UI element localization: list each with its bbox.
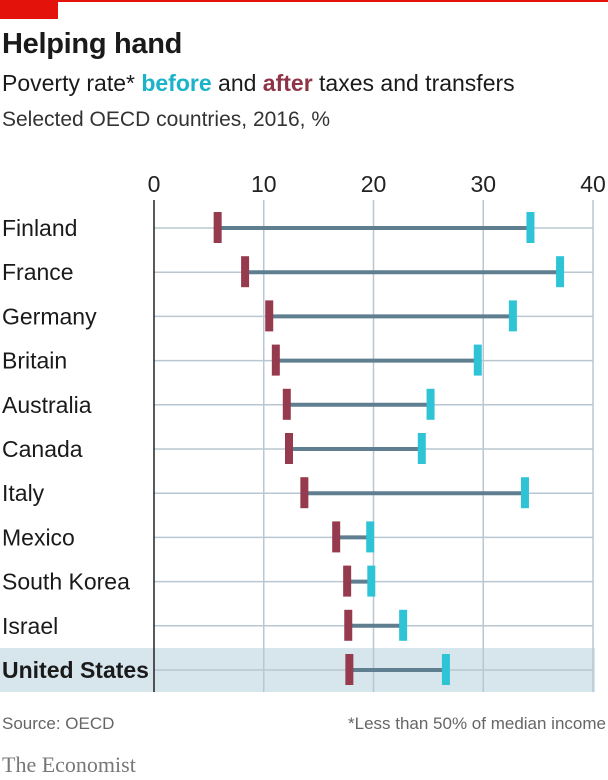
before-marker [556,256,565,288]
before-marker [441,654,450,685]
after-marker [332,521,341,553]
after-marker [213,212,222,243]
subtitle-suffix: taxes and transfers [312,70,515,96]
subtitle-prefix: Poverty rate* [2,70,142,96]
before-marker [417,433,426,464]
before-marker [367,565,376,597]
before-marker [526,212,535,243]
category-label: Mexico [2,524,75,550]
before-marker [426,388,435,420]
economist-logo: The Economist [2,752,136,777]
chart-title: Helping hand [2,28,183,60]
x-tick-label: 0 [148,171,161,197]
x-tick-label: 30 [470,171,496,197]
chart-subtitle-2: Selected OECD countries, 2016, % [2,108,331,131]
after-marker [241,256,250,288]
category-label: France [2,259,74,285]
after-marker [282,388,291,420]
brand-tag [0,0,58,19]
before-marker [473,344,482,376]
before-marker [399,609,408,641]
after-marker [344,609,353,641]
category-label: United States [2,657,149,683]
before-marker [520,477,529,509]
subtitle-mid: and [211,70,263,96]
before-marker [366,521,375,553]
after-marker [343,565,352,597]
category-label: Canada [2,436,83,462]
category-label: South Korea [2,569,130,595]
x-tick-label: 10 [251,171,277,197]
category-label: Finland [2,215,77,241]
x-tick-label: 20 [361,171,387,197]
category-label: Italy [2,480,45,506]
legend-before: before [141,70,212,96]
brand-top-line [0,0,608,2]
category-label: Germany [2,303,97,329]
chart-subtitle: Poverty rate* before and after taxes and… [2,70,515,97]
after-marker [300,477,309,509]
category-label: Australia [2,392,92,418]
after-marker [284,433,293,464]
x-tick-label: 40 [580,171,606,197]
footnote: *Less than 50% of median income [348,714,606,733]
category-label: Britain [2,348,67,374]
after-marker [271,344,280,376]
source-note: Source: OECD [2,714,115,733]
before-marker [508,300,517,332]
legend-after: after [262,70,313,96]
category-label: Israel [2,613,58,639]
after-marker [265,300,274,332]
after-marker [345,654,354,685]
